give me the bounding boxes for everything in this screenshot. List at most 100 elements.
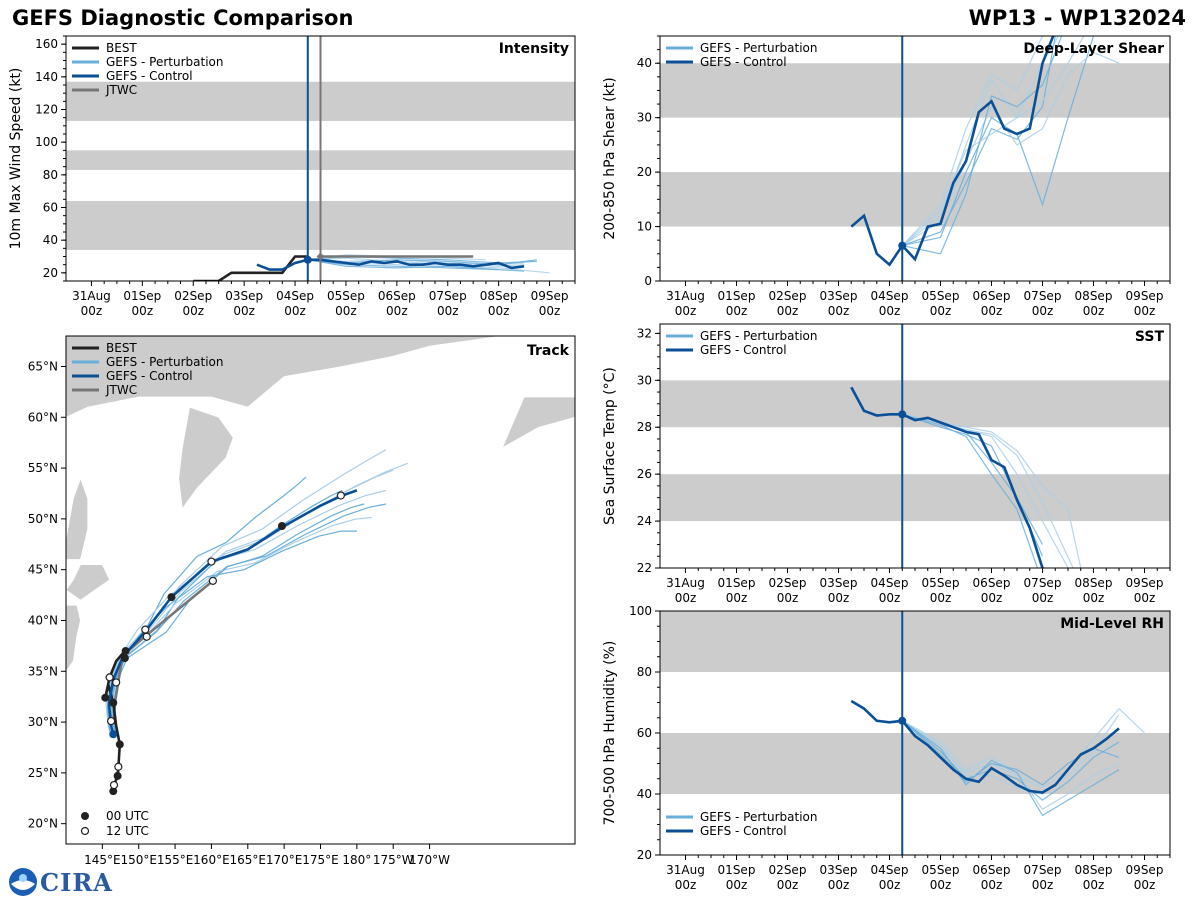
track-perturbation-line-5 [109, 476, 307, 734]
track-xtick-label: 165°E [230, 853, 267, 867]
track-marker-12utc [114, 762, 123, 771]
track-ytick-label: 55°N [28, 461, 58, 475]
cira-logo: CIRA [40, 868, 113, 897]
sst-ytick-label: 22 [637, 561, 652, 575]
shear-xtick-label: 00z [1134, 304, 1156, 318]
rh-xtick-label: 00z [930, 878, 952, 892]
track-legend-label-2: GEFS - Control [106, 369, 193, 383]
intensity-ylabel: 10m Max Wind Speed (kt) [8, 68, 24, 250]
sst-xtick-label: 00z [1083, 591, 1105, 605]
track-land-3 [66, 477, 89, 560]
sst-ylabel: Sea Surface Temp (°C) [602, 367, 618, 525]
sst-plot-area [850, 386, 1082, 568]
track-ytick-label: 60°N [28, 410, 58, 424]
rh-xtick-label: 00z [1134, 878, 1156, 892]
track-legend-label-1: GEFS - Perturbation [106, 355, 223, 369]
rh-ylabel: 700-500 hPa Humidity (%) [602, 641, 618, 826]
rh-plot-area [850, 699, 1145, 817]
rh-panel-label: Mid-Level RH [1060, 616, 1164, 632]
sst-xtick-label: 00z [675, 591, 697, 605]
track-marker-00utc [113, 771, 122, 780]
track-marker-12utc [106, 716, 116, 726]
rh-xtick-label: 05Sep [922, 863, 960, 877]
rh-xtick-label: 01Sep [718, 863, 756, 877]
track-marker-00utc [101, 693, 110, 702]
track-xtick-label: 160°E [193, 853, 230, 867]
sst-xtick-label: 00z [777, 591, 799, 605]
track-marker-00utc [115, 740, 124, 749]
track-xtick-label: 170°E [266, 853, 303, 867]
rh-xtick-label: 00z [828, 878, 850, 892]
track-perturbation-line-3 [111, 489, 343, 735]
shear-xtick-label: 00z [726, 304, 748, 318]
sst-xtick-label: 07Sep [1024, 576, 1062, 590]
shear-perturbation-line-4 [901, 51, 1120, 247]
rh-xtick-label: 04Sep [871, 863, 909, 877]
shear-xtick-label: 00z [777, 304, 799, 318]
track-marker-12utc [141, 625, 150, 634]
intensity-gefs-control-line [256, 258, 525, 271]
sst-ytick-label: 24 [637, 514, 652, 528]
track-ytick-label: 25°N [28, 766, 58, 780]
rh-xtick-label: 07Sep [1024, 863, 1062, 877]
shear-xtick-label: 06Sep [973, 289, 1011, 303]
shear-band-1 [660, 63, 1170, 118]
sst-xtick-label: 05Sep [922, 576, 960, 590]
sst-xtick-label: 31Aug [666, 576, 705, 590]
intensity-xtick-label: 01Sep [123, 289, 161, 303]
shear-gefs-control-line [850, 36, 1055, 267]
rh-legend-label-0: GEFS - Perturbation [700, 810, 817, 824]
shear-xtick-label: 31Aug [666, 289, 705, 303]
intensity-ytick-label: 80 [43, 168, 58, 182]
sst-xtick-label: 00z [1134, 591, 1156, 605]
rh-xtick-label: 06Sep [973, 863, 1011, 877]
track-marker-00utc [109, 698, 118, 707]
track-legend-12utc-marker [80, 826, 90, 836]
intensity-legend-label-1: GEFS - Perturbation [106, 55, 223, 69]
track-marker-00utc [167, 593, 176, 602]
rh-band-0 [660, 733, 1170, 794]
sst-xtick-label: 03Sep [820, 576, 858, 590]
track-perturbation-line-9 [106, 530, 357, 738]
track-ytick-label: 45°N [28, 563, 58, 577]
track-legend-00utc-label: 00 UTC [106, 809, 149, 823]
sst-band-0 [660, 474, 1170, 522]
intensity-xtick-label: 00z [335, 304, 357, 318]
sst-perturbation-line-3 [902, 413, 1038, 568]
track-legend-label-3: JTWC [105, 383, 137, 397]
track-ytick-label: 30°N [28, 715, 58, 729]
track-xtick-label: 145°E [84, 853, 121, 867]
rh-gefs-control-line [850, 699, 1120, 794]
sst-ytick-label: 26 [637, 467, 652, 481]
storm-id-title: WP13 - WP132024 [968, 6, 1186, 30]
track-land-4 [66, 604, 81, 672]
intensity-jtwc-marker [316, 252, 325, 261]
intensity-xtick-label: 08Sep [480, 289, 518, 303]
intensity-xtick-label: 00z [233, 304, 255, 318]
shear-ytick-label: 30 [637, 111, 652, 125]
rh-ytick-label: 60 [637, 726, 652, 740]
track-ytick-label: 40°N [28, 613, 58, 627]
track-perturbation-line-2 [106, 462, 409, 733]
sst-ytick-label: 30 [637, 373, 652, 387]
track-xtick-label: 150°E [120, 853, 157, 867]
rh-xtick-label: 00z [1083, 878, 1105, 892]
track-perturbation-line-0 [108, 469, 394, 733]
track-xtick-label: 175°E [302, 853, 339, 867]
sst-xtick-label: 01Sep [718, 576, 756, 590]
intensity-xtick-label: 06Sep [378, 289, 416, 303]
rh-legend-label-1: GEFS - Control [700, 824, 787, 838]
track-perturbation-line-6 [105, 489, 387, 735]
noaa-logo-icon [9, 868, 37, 896]
shear-band-0 [660, 172, 1170, 227]
intensity-xtick-label: 03Sep [225, 289, 263, 303]
shear-xtick-label: 00z [981, 304, 1003, 318]
track-legend-12utc-label: 12 UTC [106, 824, 149, 838]
page-title: GEFS Diagnostic Comparison [12, 6, 354, 30]
rh-xtick-label: 00z [777, 878, 799, 892]
shear-ytick-label: 40 [637, 56, 652, 70]
rh-xtick-label: 08Sep [1075, 863, 1113, 877]
intensity-legend-label-3: JTWC [105, 83, 137, 97]
intensity-best-line [193, 255, 308, 281]
sst-legend-label-0: GEFS - Perturbation [700, 329, 817, 343]
